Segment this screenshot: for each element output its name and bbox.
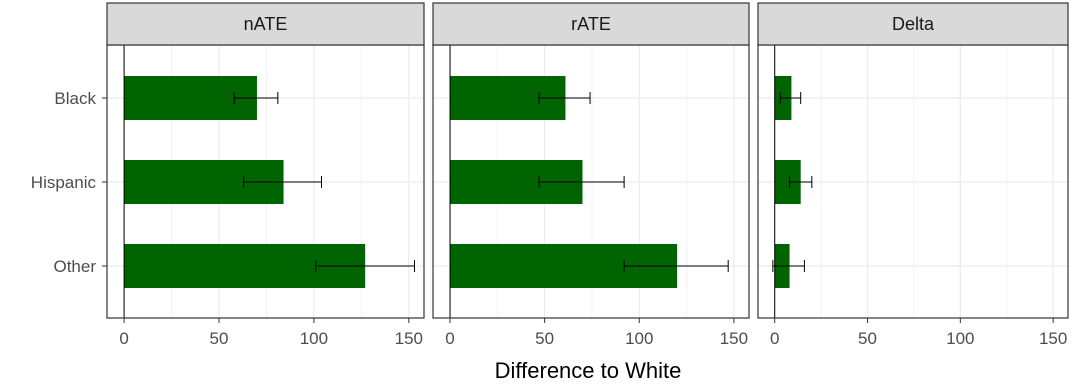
x-tick-label: 50 (858, 329, 877, 348)
facet-strip (757, 2, 1069, 46)
y-tick-label: Black (54, 89, 96, 108)
x-tick-label: 150 (395, 329, 423, 348)
x-tick-label: 50 (210, 329, 229, 348)
error-bar-hispanic (789, 176, 813, 188)
error-bar-black (233, 92, 279, 104)
facet-panel-rate: rATE 0 50 100 150 (432, 2, 750, 348)
error-bar-other (315, 260, 416, 272)
x-tick-label: 150 (1039, 329, 1067, 348)
x-tick-label: 100 (946, 329, 974, 348)
error-bar-hispanic (243, 176, 322, 188)
x-tick-label: 0 (445, 329, 454, 348)
x-tick-label: 100 (625, 329, 653, 348)
x-tick-label: 150 (720, 329, 748, 348)
x-axis-title: Difference to White (495, 358, 682, 383)
y-tick-label: Hispanic (31, 173, 97, 192)
error-bar-black (779, 92, 802, 104)
error-bar-hispanic (538, 176, 625, 188)
facet-panels: nATE 0 50 100 150 rATE 0 50 100 150 Delta 0 50 100 150 (106, 2, 1069, 348)
x-tick-label: 100 (300, 329, 328, 348)
error-bar-other (623, 260, 729, 272)
x-tick-label: 0 (770, 329, 779, 348)
facet-title: rATE (571, 14, 611, 34)
facet-title: Delta (892, 14, 935, 34)
facet-strip (106, 2, 425, 46)
y-tick-label: Other (53, 257, 96, 276)
x-tick-label: 50 (535, 329, 554, 348)
error-bar-other (772, 260, 805, 272)
facet-panel-nate: nATE 0 50 100 150 (106, 2, 425, 348)
facet-title: nATE (244, 14, 288, 34)
x-tick-label: 0 (119, 329, 128, 348)
facet-strip (432, 2, 750, 46)
y-axis-labels: Black Hispanic Other (31, 89, 107, 276)
error-bar-black (538, 92, 591, 104)
facet-panel-delta: Delta 0 50 100 150 (757, 2, 1069, 348)
